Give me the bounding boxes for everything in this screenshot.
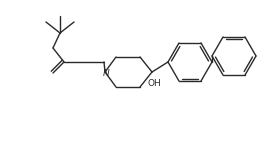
Text: OH: OH [147, 80, 161, 89]
Text: N: N [102, 69, 109, 78]
